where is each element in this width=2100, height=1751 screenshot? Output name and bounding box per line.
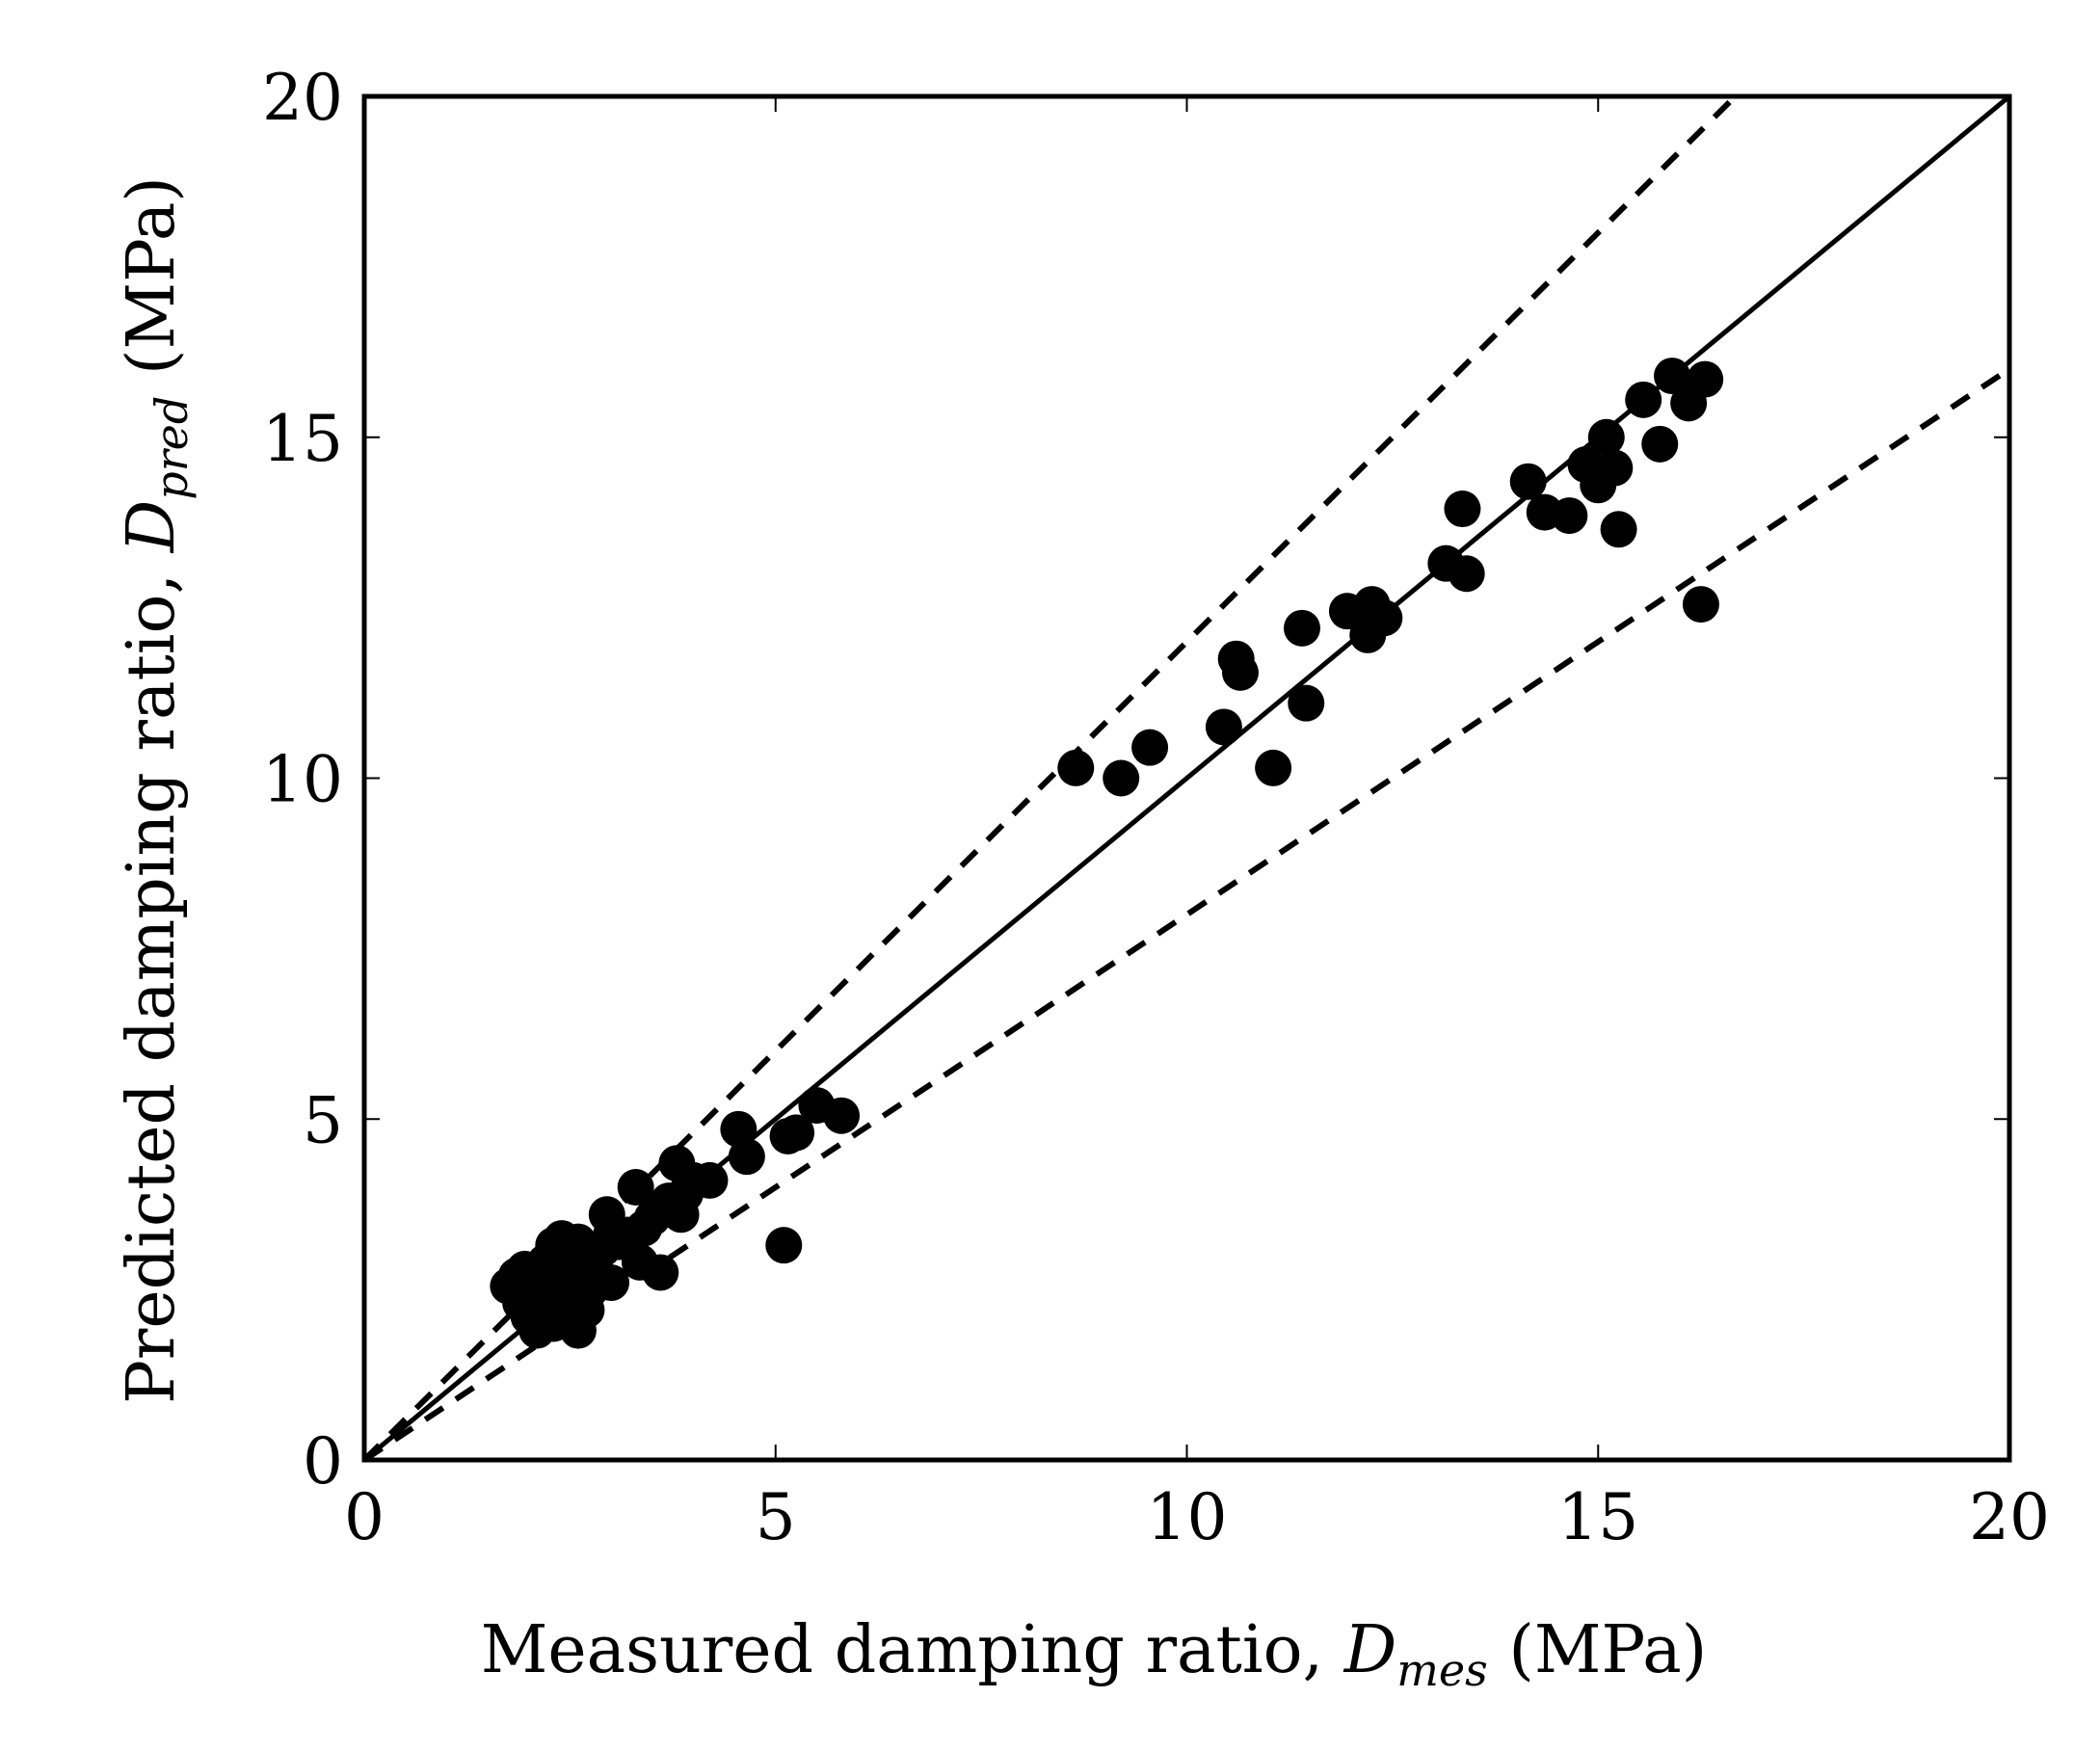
data-point xyxy=(662,1196,700,1234)
data-point xyxy=(1682,586,1719,623)
y-tick-label: 15 xyxy=(262,402,343,476)
y-axis-title: Predicted damping ratio, Dpred (MPa) xyxy=(114,176,198,1404)
data-point xyxy=(1600,511,1637,548)
data-point xyxy=(1255,749,1292,786)
x-tick-label: 20 xyxy=(1969,1480,2050,1554)
data-point xyxy=(593,1264,630,1302)
y-tick-label: 20 xyxy=(262,61,343,135)
reference-line-1 xyxy=(364,96,1738,1460)
data-point xyxy=(691,1161,729,1199)
x-tick-label: 15 xyxy=(1557,1480,1638,1554)
data-point xyxy=(1366,599,1403,637)
x-axis-title-symbol: D xyxy=(1342,1612,1397,1688)
data-point xyxy=(1587,418,1625,456)
x-axis-title: Measured damping ratio, Dmes (MPa) xyxy=(481,1612,1708,1696)
x-axis-title-subscript: mes xyxy=(1396,1644,1487,1696)
x-axis-title-suffix: (MPa) xyxy=(1488,1612,1708,1688)
data-point xyxy=(1687,360,1724,398)
data-point xyxy=(1509,463,1547,500)
data-point xyxy=(1131,729,1169,766)
y-axis-title-suffix: (MPa) xyxy=(114,176,190,396)
data-point xyxy=(823,1097,861,1134)
data-point xyxy=(1057,749,1095,786)
x-tick-label: 5 xyxy=(756,1480,796,1554)
data-point xyxy=(1288,684,1325,722)
data-point xyxy=(1448,555,1485,593)
data-point xyxy=(617,1169,654,1206)
data-point xyxy=(1641,425,1679,463)
data-point xyxy=(514,1291,551,1329)
x-tick-label: 10 xyxy=(1147,1480,1228,1554)
data-points xyxy=(490,358,1724,1349)
data-point xyxy=(1654,358,1691,395)
y-tick-label: 5 xyxy=(303,1083,343,1157)
data-point xyxy=(642,1254,679,1291)
y-axis-title-symbol: D xyxy=(114,500,190,555)
data-point xyxy=(778,1114,815,1152)
x-tick-labels: 0 5 10 15 20 xyxy=(344,1480,2050,1554)
y-axis-title-subscript: pred xyxy=(146,396,198,500)
axis-ticks xyxy=(363,95,2010,1461)
y-tick-label: 10 xyxy=(262,743,343,817)
y-tick-labels: 0 5 10 15 20 xyxy=(262,61,343,1499)
data-point xyxy=(1103,759,1140,797)
y-tick-label: 0 xyxy=(303,1424,343,1499)
data-point xyxy=(1221,653,1259,691)
data-point xyxy=(1205,708,1242,746)
x-tick-label: 0 xyxy=(344,1480,385,1554)
data-point xyxy=(728,1138,765,1176)
data-point xyxy=(1596,449,1634,487)
data-point xyxy=(1283,609,1320,647)
y-axis-title-prefix: Predicted damping ratio, xyxy=(114,552,190,1404)
data-point xyxy=(765,1227,803,1264)
data-point xyxy=(1625,381,1662,418)
data-point xyxy=(1551,497,1588,535)
x-axis-title-prefix: Measured damping ratio, xyxy=(481,1612,1344,1688)
data-point xyxy=(559,1264,597,1302)
data-point xyxy=(1444,491,1481,528)
